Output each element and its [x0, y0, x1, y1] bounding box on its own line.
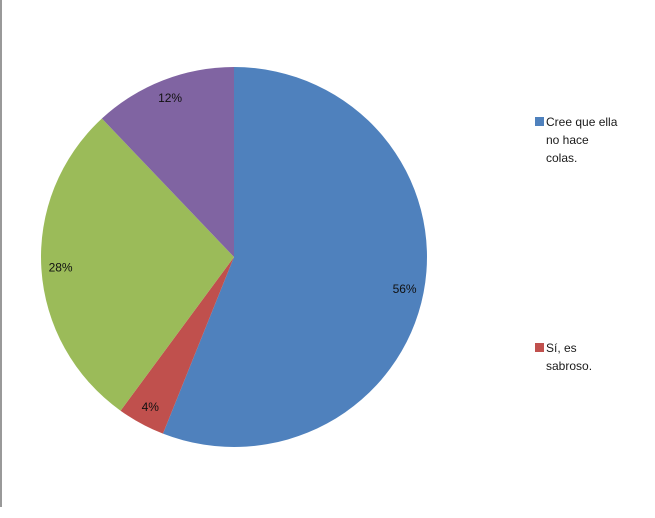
pie-data-label-1: 56% — [393, 282, 417, 296]
legend: Cree que ella no hace colas. Sí, es sabroso. — [535, 0, 650, 518]
legend-marker-icon — [535, 117, 544, 126]
pie-slice-4[interactable] — [101, 67, 234, 257]
window-edge-line — [0, 0, 2, 507]
pie-slice-2[interactable] — [120, 257, 234, 434]
pie-data-label-4: 12% — [158, 91, 182, 105]
legend-label: Cree que ella no hace colas. — [546, 115, 618, 165]
pie-data-label-2: 4% — [142, 400, 160, 414]
legend-marker-icon — [535, 343, 544, 352]
legend-entry-2[interactable]: Sí, es sabroso. — [535, 339, 592, 375]
legend-label: Sí, es sabroso. — [546, 341, 593, 373]
pie-data-label-3: 28% — [49, 261, 73, 275]
legend-entry-1[interactable]: Cree que ella no hace colas. — [535, 113, 617, 167]
pie-slice-3[interactable] — [41, 118, 234, 411]
pie-slice-1[interactable] — [162, 67, 427, 447]
